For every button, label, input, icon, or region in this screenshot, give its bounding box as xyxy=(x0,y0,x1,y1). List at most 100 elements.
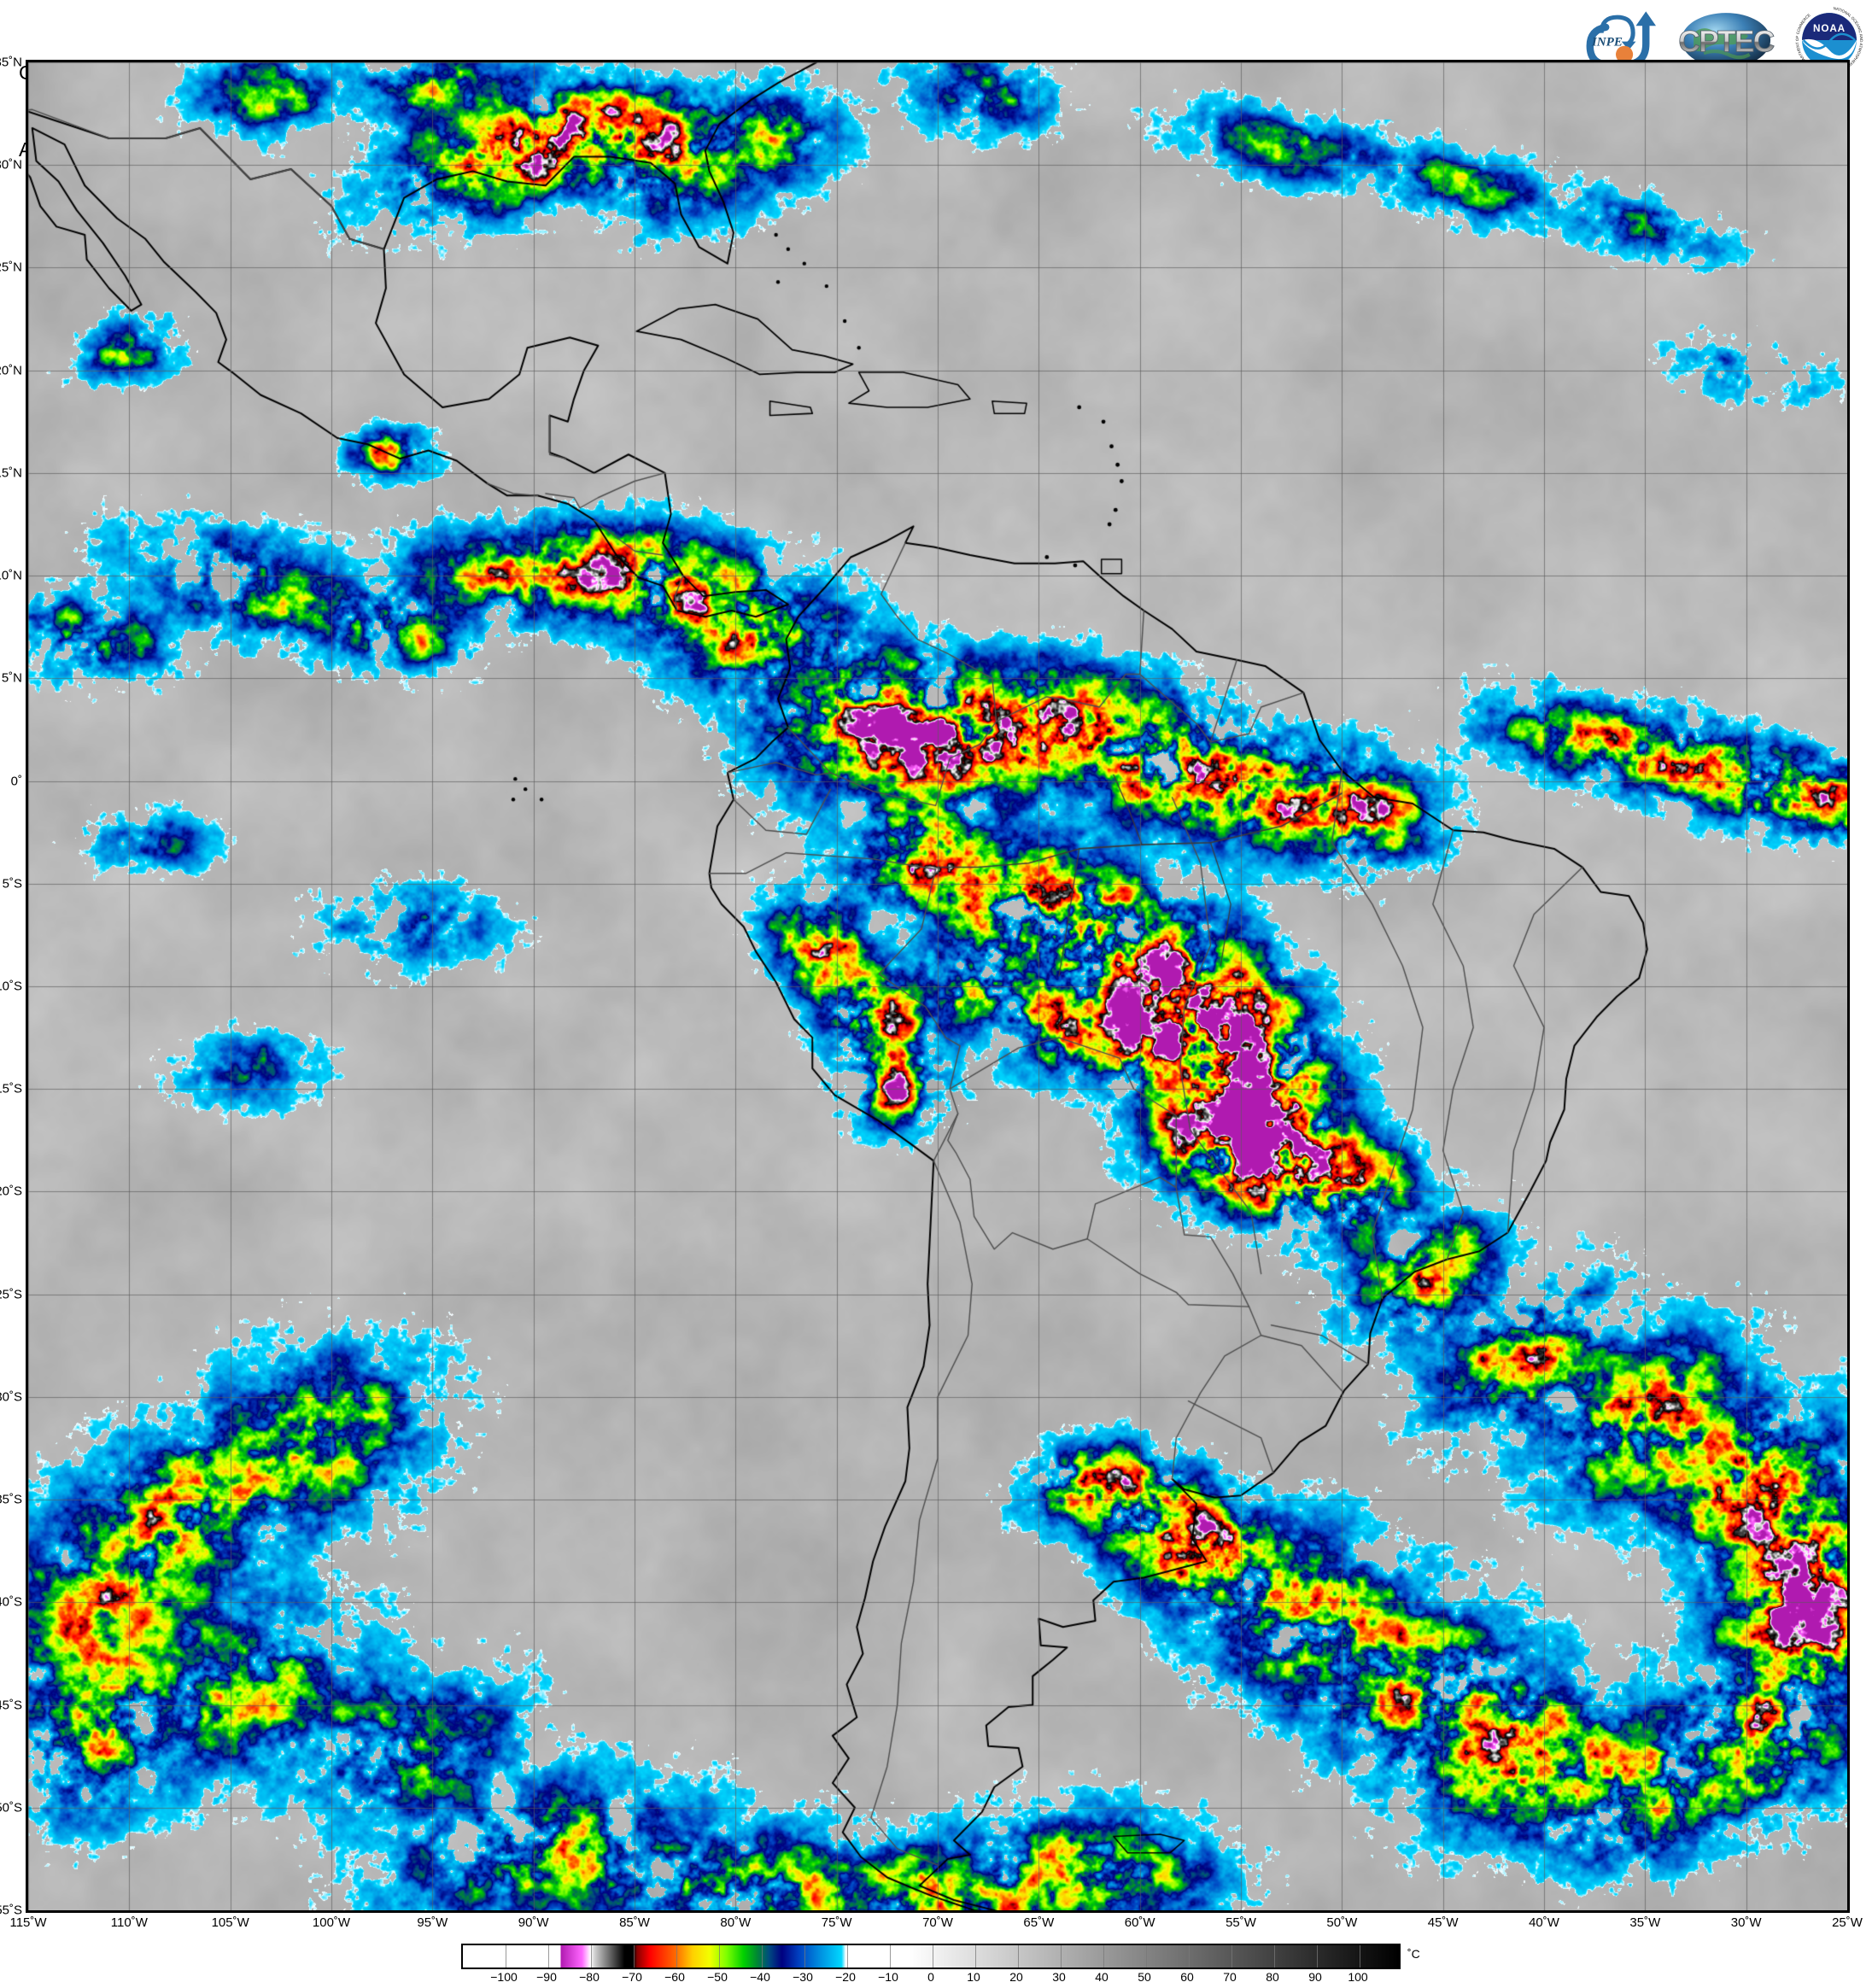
colorbar-tick xyxy=(1231,1945,1232,1968)
colorbar-tick-label: 90 xyxy=(1308,1970,1322,1984)
axis-tick-band xyxy=(231,60,331,62)
axis-tick-band xyxy=(1847,1705,1850,1808)
colorbar-tick xyxy=(676,1945,677,1968)
lon-tick-label: 80˚W xyxy=(720,1915,752,1930)
axis-tick-band xyxy=(534,1910,635,1913)
axis-tick-band xyxy=(1746,1910,1847,1913)
lat-tick-label: 20˚N xyxy=(0,363,22,378)
lon-tick-label: 105˚W xyxy=(211,1915,249,1930)
axis-tick-band xyxy=(735,60,836,62)
satellite-map-canvas[interactable] xyxy=(28,62,1847,1910)
lon-tick-label: 25˚W xyxy=(1832,1915,1863,1930)
axis-tick-band xyxy=(1241,1910,1342,1913)
svg-text:NOAA: NOAA xyxy=(1813,23,1846,34)
lon-tick-label: 85˚W xyxy=(619,1915,650,1930)
axis-tick-band xyxy=(1847,473,1850,576)
lon-tick-label: 50˚W xyxy=(1326,1915,1358,1930)
satellite-map[interactable] xyxy=(26,60,1850,1913)
axis-tick-band xyxy=(26,884,28,986)
lat-tick-label: 10˚S xyxy=(0,979,22,994)
colorbar-tick xyxy=(890,1945,891,1968)
lon-tick-label: 45˚W xyxy=(1427,1915,1459,1930)
lon-tick-label: 55˚W xyxy=(1226,1915,1256,1930)
axis-tick-band xyxy=(26,62,28,165)
colorbar-ticks xyxy=(463,1945,1399,1968)
colorbar-tick-label: 100 xyxy=(1348,1970,1368,1984)
lon-tick-label: 95˚W xyxy=(417,1915,448,1930)
axis-tick-band xyxy=(1847,1602,1850,1704)
axis-tick-band xyxy=(1847,62,1850,165)
axis-tick-band xyxy=(1847,1500,1850,1602)
lon-tick-label: 70˚W xyxy=(922,1915,953,1930)
axis-tick-band xyxy=(938,1910,1038,1913)
axis-tick-band xyxy=(1038,1910,1139,1913)
colorbar-tick xyxy=(1146,1945,1147,1968)
axis-tick-band xyxy=(26,678,28,781)
colorbar-tick-label: −70 xyxy=(622,1970,642,1984)
axis-tick-band xyxy=(26,371,28,473)
svg-text:CPTEC: CPTEC xyxy=(1678,25,1774,58)
axis-tick-band xyxy=(1140,60,1241,62)
axis-tick-band xyxy=(26,1089,28,1191)
lon-tick-label: 30˚W xyxy=(1730,1915,1762,1930)
lat-tick-label: 25˚N xyxy=(0,260,22,275)
axis-tick-band xyxy=(129,60,230,62)
lat-tick-label: 50˚S xyxy=(0,1800,22,1816)
noaa-logo: NOAA NATIONAL OCEANIC AND ATMOSPHERIC AD… xyxy=(1793,4,1865,76)
lon-tick-label: 75˚W xyxy=(821,1915,852,1930)
lat-tick-label: 15˚N xyxy=(0,465,22,481)
colorbar-tick-label: 80 xyxy=(1266,1970,1279,1984)
lon-tick-label: 65˚W xyxy=(1023,1915,1055,1930)
colorbar-tick xyxy=(847,1945,848,1968)
axis-tick-band xyxy=(26,1295,28,1397)
colorbar-tick-label: −50 xyxy=(707,1970,728,1984)
lat-tick-label: 55˚S xyxy=(0,1903,22,1918)
colorbar-tick-label: −80 xyxy=(579,1970,600,1984)
lat-tick-label: 30˚S xyxy=(0,1389,22,1405)
axis-tick-band xyxy=(331,1910,432,1913)
colorbar-tick-label: −90 xyxy=(536,1970,557,1984)
axis-tick-band xyxy=(1847,267,1850,370)
cptec-logo: CPTEC xyxy=(1678,13,1776,67)
lon-tick-label: 40˚W xyxy=(1529,1915,1559,1930)
lat-tick-label: 25˚S xyxy=(0,1287,22,1302)
axis-tick-band xyxy=(26,165,28,267)
colorbar-tick xyxy=(975,1945,976,1968)
lat-tick-label: 35˚S xyxy=(0,1492,22,1507)
axis-tick-band xyxy=(331,60,432,62)
axis-tick-band xyxy=(1241,60,1342,62)
axis-tick-band xyxy=(1140,1910,1241,1913)
axis-tick-band xyxy=(26,1705,28,1808)
lon-tick-label: 60˚W xyxy=(1124,1915,1155,1930)
colorbar-tick-labels: −100 −90 −80 −70 −60 −50 −40 −30 −20 −10 0 10 20 30 40… xyxy=(461,1970,1401,1987)
axis-tick-band xyxy=(1847,576,1850,678)
lat-tick-label: 30˚N xyxy=(0,157,22,172)
lon-tick-label: 115˚W xyxy=(9,1915,47,1930)
lat-tick-label: 45˚S xyxy=(0,1698,22,1713)
axis-tick-band xyxy=(635,60,735,62)
axis-tick-band xyxy=(1342,60,1442,62)
axis-tick-band xyxy=(1342,1910,1442,1913)
colorbar-tick-label: 40 xyxy=(1095,1970,1109,1984)
colorbar-tick-label: −10 xyxy=(878,1970,898,1984)
axis-tick-band xyxy=(1645,60,1746,62)
colorbar-tick xyxy=(1317,1945,1318,1968)
axis-tick-band xyxy=(26,1808,28,1910)
axis-tick-band xyxy=(26,576,28,678)
axis-tick-band xyxy=(26,781,28,884)
colorbar-tick xyxy=(1274,1945,1275,1968)
colorbar-tick xyxy=(634,1945,635,1968)
axis-tick-band xyxy=(1847,884,1850,986)
latitude-axis: 35˚N 30˚N 25˚N 20˚N 15˚N 10˚N 5˚N 0˚ 5˚S 10˚S 15˚S… xyxy=(0,56,26,1918)
colorbar-tick xyxy=(591,1945,592,1968)
axis-tick-band xyxy=(1847,371,1850,473)
axis-tick-band xyxy=(231,1910,331,1913)
colorbar-gradient xyxy=(463,1945,1399,1968)
colorbar-tick-label: 20 xyxy=(1009,1970,1023,1984)
axis-tick-band xyxy=(26,1191,28,1294)
axis-tick-band xyxy=(1847,165,1850,267)
axis-tick-band xyxy=(26,267,28,370)
lat-tick-label: 35˚N xyxy=(0,55,22,70)
axis-tick-band xyxy=(1847,1089,1850,1191)
